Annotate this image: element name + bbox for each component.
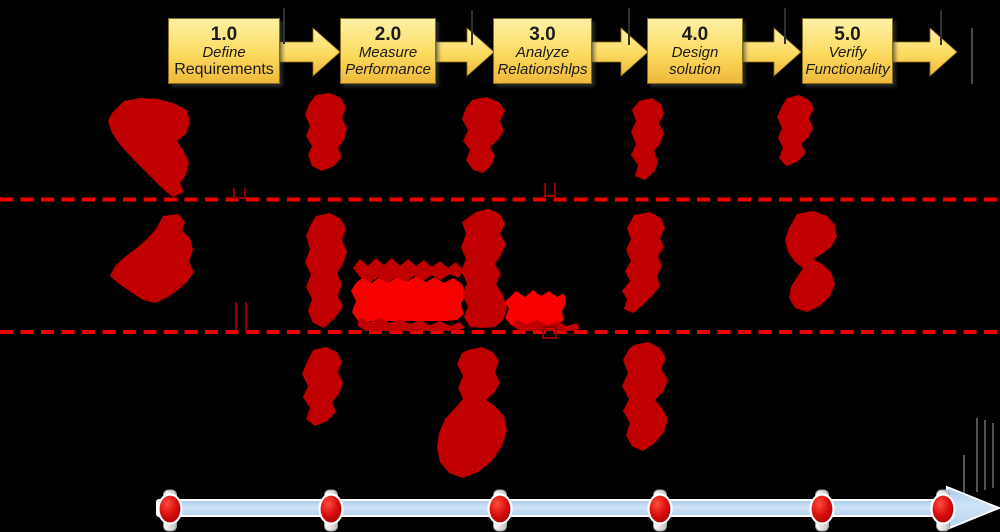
redaction-tick [542,326,557,339]
redaction-blob [777,95,814,166]
step-line2: Requirements [174,60,274,78]
step-line2: Performance [345,60,431,78]
milestone-dot [487,493,513,525]
redaction-blob [357,318,465,331]
step-line1: Design [671,43,719,61]
redaction-blob [305,213,347,328]
redaction-tick [233,188,246,199]
redaction-blob [353,258,463,283]
process-arrow-1 [279,27,341,77]
redaction-blob [110,214,194,303]
highlight-redaction-blob [351,275,465,321]
redaction-blob [437,347,507,478]
redaction-blob [513,320,580,331]
process-arrow-3 [591,27,649,77]
step-number: 3.0 [529,23,556,45]
redaction-blob [785,211,837,312]
redaction-blob [622,342,668,451]
step-number: 2.0 [374,23,402,45]
redaction-blob [305,93,347,171]
highlight-redaction-blob [504,290,566,326]
milestone-dot [647,493,673,525]
process-step-4: 4.0 Design solution [647,18,743,84]
process-step-2: 2.0 Measure Performance [340,18,436,84]
step-line2: Relationshlps [497,60,588,78]
step-number: 5.0 [834,23,861,45]
step-line1: Measure [358,43,418,61]
milestone-dot [809,493,835,525]
step-line1: Define [202,43,246,61]
milestone-dot [318,493,344,525]
redaction-blob [622,212,665,313]
process-step-1: 1.0 Define Requirements [168,18,280,84]
milestone-dot [157,493,183,525]
redaction-blob [108,98,190,197]
redaction-blob [462,97,505,173]
redaction-blob [461,209,507,328]
redaction-blob [302,347,343,426]
redaction-tick [544,183,556,197]
step-line1: Verify [828,43,867,61]
process-step-3: 3.0 Analyze Relationshlps [493,18,592,84]
redaction-blob [631,98,664,180]
step-line2: solution [669,60,721,78]
process-arrow-4 [742,27,802,77]
process-arrow-5 [892,27,958,77]
milestone-dot [930,493,956,525]
step-number: 1.0 [210,23,238,45]
process-step-5: 5.0 Verify Functionality [802,18,893,84]
step-line2: Functionality [805,60,890,78]
step-line1: Analyze [515,43,570,61]
process-arrow-2 [435,27,495,77]
step-number: 4.0 [681,23,709,45]
